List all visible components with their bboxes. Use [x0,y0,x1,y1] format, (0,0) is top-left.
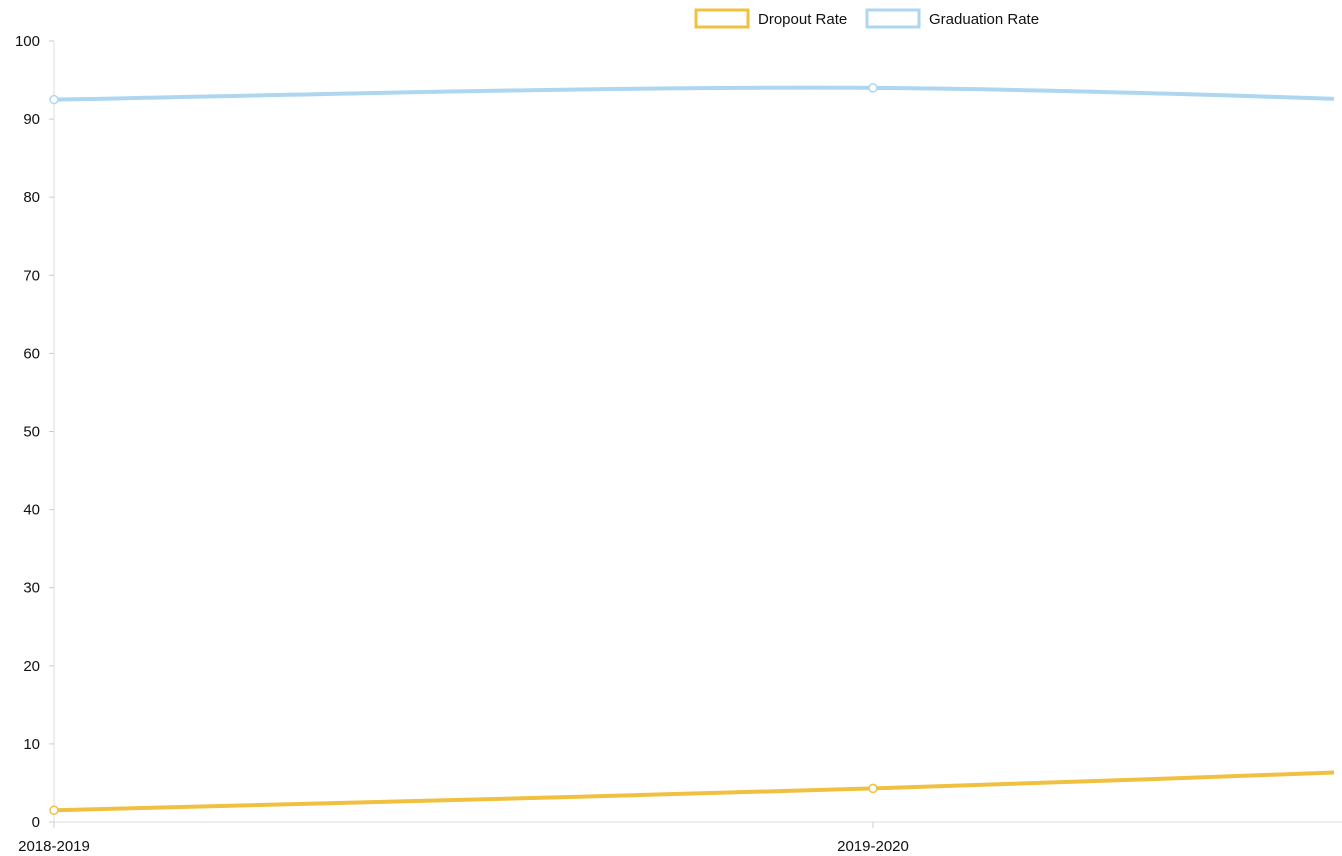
y-tick-label: 100 [15,33,40,50]
y-tick-label: 40 [23,502,40,519]
series-dropout-rate [49,770,1334,816]
data-point-graduation-rate[interactable] [868,83,878,93]
series-line-dropout-rate [53,770,1334,813]
y-tick-label: 80 [23,189,40,206]
data-point-dropout-rate[interactable] [868,783,878,794]
y-tick-label: 30 [23,580,40,597]
series-line-graduation-rate [53,85,1334,102]
legend-item-dropout-rate[interactable]: Dropout Rate [694,8,847,29]
legend-label-dropout-rate: Dropout Rate [758,11,847,28]
y-tick-label: 60 [23,345,40,362]
y-tick-label: 0 [32,814,40,831]
series-graduation-rate [49,83,1334,105]
y-tick-label: 50 [23,424,40,441]
y-tick-label: 90 [23,111,40,128]
data-point-graduation-rate[interactable] [49,94,59,105]
data-point-dropout-rate[interactable] [49,805,59,816]
y-tick-label: 20 [23,658,40,675]
legend-label-graduation-rate: Graduation Rate [929,11,1039,28]
x-tick-label: 2019-2020 [837,838,909,855]
y-axis: 0 10 20 30 40 50 60 70 80 90 100 [15,33,55,831]
legend-swatch-graduation-rate [865,8,921,29]
x-tick-label: 2018-2019 [18,838,90,855]
legend-item-graduation-rate[interactable]: Graduation Rate [865,8,1039,29]
y-tick-label: 10 [23,736,40,753]
legend-swatch-dropout-rate [694,8,750,29]
y-tick-label: 70 [23,267,40,284]
series-layer [49,83,1334,816]
legend: Dropout Rate Graduation Rate [694,8,1039,29]
